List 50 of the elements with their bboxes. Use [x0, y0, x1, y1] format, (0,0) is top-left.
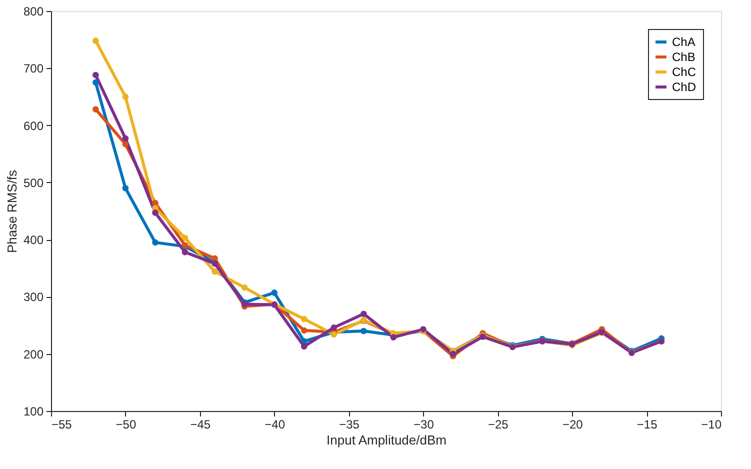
y-tick-label: 500	[23, 176, 44, 190]
point	[182, 248, 188, 256]
point	[300, 338, 308, 344]
point	[300, 343, 308, 350]
point	[92, 72, 99, 78]
point	[92, 38, 99, 44]
x-tick-label: −40	[264, 418, 286, 432]
y-tick-label: 200	[23, 347, 44, 362]
point	[300, 316, 308, 322]
point	[122, 140, 129, 148]
x-tick-label: −30	[414, 418, 434, 432]
x-tick-label: −50	[116, 418, 136, 432]
x-tick-label: −55	[52, 418, 72, 432]
x-axis-title: Input Amplitude/dBm	[326, 432, 446, 448]
y-axis-title: Phase RMS/fs	[4, 169, 20, 254]
point	[122, 135, 129, 142]
point	[122, 184, 129, 192]
x-tick-label: −35	[339, 418, 360, 432]
point	[212, 268, 218, 275]
y-tick-label: 600	[23, 118, 44, 133]
point	[390, 334, 397, 340]
y-tick-label: 100	[23, 404, 44, 418]
point	[152, 239, 158, 246]
point	[300, 327, 308, 334]
legend-label: ChD	[672, 80, 696, 94]
y-tick-label: 400	[23, 233, 44, 248]
legend-label: ChA	[672, 35, 696, 49]
point	[330, 324, 338, 331]
point	[360, 310, 367, 318]
point	[360, 328, 367, 334]
point	[182, 234, 188, 242]
x-tick-label: −45	[190, 418, 211, 432]
y-tick-label: 700	[23, 62, 44, 76]
x-tick-label: −15	[636, 418, 658, 432]
x-tick-label: −10	[701, 418, 722, 432]
point	[152, 210, 158, 216]
point	[152, 200, 158, 206]
point	[271, 290, 278, 296]
point	[92, 79, 99, 86]
y-tick-label: 800	[23, 4, 44, 18]
point	[122, 94, 129, 100]
y-tick-label: 300	[23, 290, 44, 304]
legend-label: ChB	[672, 50, 696, 64]
point	[241, 284, 248, 291]
legend-label: ChC	[672, 65, 696, 79]
point	[330, 331, 338, 338]
x-tick-label: −20	[562, 418, 584, 432]
x-tick-label: −25	[488, 418, 509, 432]
point	[92, 106, 99, 112]
point	[212, 255, 218, 262]
